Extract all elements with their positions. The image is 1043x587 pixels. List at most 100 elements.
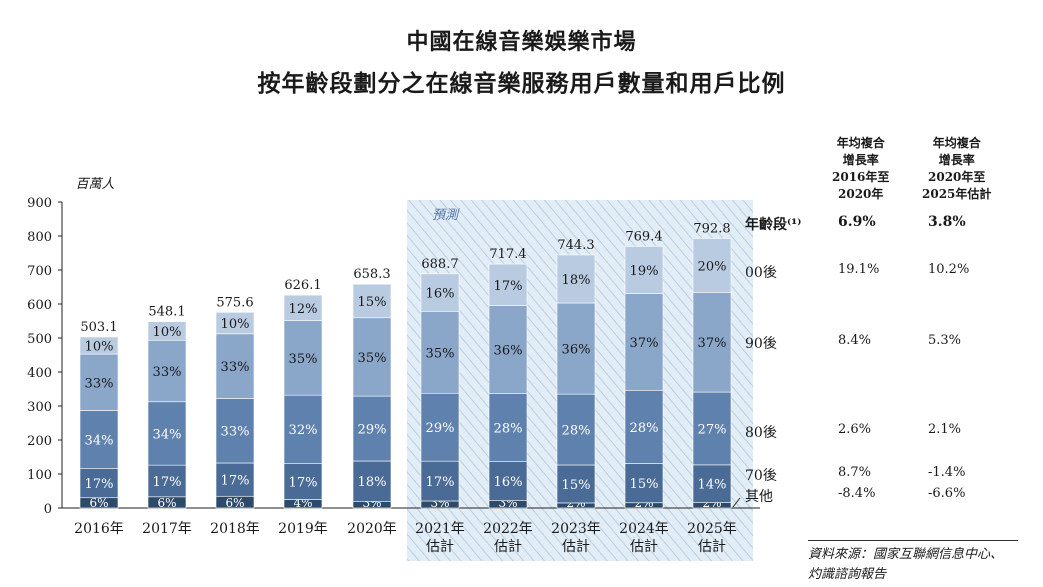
data-label: 29% — [426, 421, 455, 436]
data-label: 14% — [698, 478, 727, 493]
y-axis-unit: 百萬人 — [75, 177, 114, 192]
x-tick-label: 2019年 — [278, 521, 328, 537]
data-label: 12% — [289, 302, 318, 317]
bar-segment-90後 — [79, 353, 119, 411]
x-tick-label: 估計 — [562, 539, 590, 555]
data-label: 27% — [698, 422, 727, 437]
data-label: 34% — [153, 427, 182, 442]
bar-segment-90後 — [420, 311, 460, 394]
data-label: 15% — [358, 295, 387, 310]
cagr-total-2016-2020: 6.9% — [838, 214, 876, 230]
bar-total-label: 503.1 — [80, 320, 117, 335]
data-label: 35% — [426, 346, 455, 361]
bar-segment-00後 — [420, 273, 460, 312]
y-tick-label: 300 — [27, 400, 52, 415]
y-tick-label: 900 — [27, 196, 52, 211]
x-tick-label: 2016年 — [74, 521, 124, 537]
bar-segment-70後 — [283, 462, 323, 500]
x-tick-label: 2022年 — [483, 521, 533, 537]
bar-segment-80後 — [420, 392, 460, 462]
y-tick-label: 700 — [27, 264, 52, 279]
data-label: 28% — [562, 424, 591, 439]
chart-title-line2: 按年齡段劃分之在線音樂服務用戶數量和用戶比例 — [257, 70, 786, 97]
segment-label-70後: 70後 — [745, 468, 777, 484]
bar-segment-90後 — [283, 320, 323, 396]
cagr-2016-2020-90後: 8.4% — [838, 333, 872, 348]
bar-total-label: 744.3 — [557, 238, 594, 253]
bar-segment-80後 — [624, 389, 664, 464]
bar-segment-70後 — [79, 468, 119, 499]
data-label: 10% — [85, 339, 114, 354]
data-label: 17% — [221, 474, 250, 489]
cagr-2020-2025-90後: 5.3% — [928, 333, 962, 348]
bar-segment-90後 — [488, 305, 528, 394]
bar-total-label: 548.1 — [148, 305, 185, 320]
bar-total-label: 658.3 — [353, 267, 390, 282]
bar-segment-00後 — [147, 321, 187, 341]
bar-segment-80後 — [215, 398, 255, 464]
y-tick-label: 0 — [44, 502, 52, 517]
source-text: 資料來源：國家互聯網信息中心、 灼識諮詢報告 — [808, 547, 1004, 582]
bar-segment-90後 — [692, 292, 732, 393]
bar-segment-80後 — [488, 393, 528, 462]
cagr-2016-2020-00後: 19.1% — [838, 262, 880, 277]
x-tick-label: 估計 — [426, 539, 454, 555]
data-label: 15% — [630, 477, 659, 492]
bar-total-label: 626.1 — [284, 278, 321, 293]
bar-segment-00後 — [488, 263, 528, 306]
data-label: 32% — [289, 423, 318, 438]
data-label-others: 6% — [89, 496, 108, 510]
data-label: 28% — [494, 422, 523, 437]
cagr-2016-2020-80後: 2.6% — [838, 422, 872, 437]
bar-segment-90後 — [556, 302, 596, 395]
bar-segment-90後 — [352, 317, 392, 397]
data-label: 17% — [494, 279, 523, 294]
bar-segment-90後 — [215, 333, 255, 399]
bar-segment-90後 — [147, 339, 187, 403]
data-label: 10% — [153, 325, 182, 340]
chart-title-line1: 中國在線音樂娛樂市場 — [406, 29, 637, 55]
forecast-label: 預測 — [432, 208, 460, 223]
cagr-2016-2020-70後: 8.7% — [838, 465, 872, 480]
bar-segment-80後 — [79, 410, 119, 469]
bar-segment-70後 — [624, 463, 664, 504]
cagr-header-2016-2020: 年均複合 增長率 2016年至 2020年 — [832, 136, 890, 201]
data-label-others: 6% — [157, 496, 176, 510]
data-label: 36% — [562, 343, 591, 358]
y-tick-label: 400 — [27, 366, 52, 381]
y-tick-label: 100 — [27, 468, 52, 483]
cagr-2020-2025-80後: 2.1% — [928, 422, 962, 437]
data-label: 35% — [358, 351, 387, 366]
cagr-2020-2025-70後: -1.4% — [928, 465, 966, 480]
bar-total-label: 717.4 — [489, 247, 526, 262]
bar-total-label: 575.6 — [216, 295, 253, 310]
cagr-2020-2025-其他: -6.6% — [928, 486, 966, 501]
data-label: 35% — [289, 352, 318, 367]
segment-label-80後: 80後 — [745, 425, 777, 441]
x-tick-label: 2025年 — [687, 521, 737, 537]
data-label: 20% — [698, 259, 727, 274]
segment-label-其他: 其他 — [745, 489, 773, 505]
x-tick-label: 2021年 — [415, 521, 465, 537]
data-label: 29% — [358, 423, 387, 438]
data-label-others: 6% — [225, 496, 244, 510]
bar-total-label: 792.8 — [693, 221, 730, 236]
source-note: 資料來源：國家互聯網信息中心、 灼識諮詢報告 — [808, 540, 1018, 585]
data-label: 37% — [630, 336, 659, 351]
x-tick-label: 2020年 — [347, 521, 397, 537]
x-tick-label: 2017年 — [142, 521, 192, 537]
cagr-header-2020-2025: 年均複合 增長率 2020年至 2025年估計 — [922, 136, 992, 201]
y-tick-label: 500 — [27, 332, 52, 347]
y-tick-label: 800 — [27, 230, 52, 245]
data-label: 18% — [562, 273, 591, 288]
bar-segment-80後 — [352, 395, 392, 462]
segment-label-90後: 90後 — [745, 336, 777, 352]
x-tick-label: 估計 — [630, 539, 658, 555]
cagr-2016-2020-其他: -8.4% — [838, 486, 876, 501]
data-label: 34% — [85, 434, 114, 449]
bar-segment-80後 — [147, 401, 187, 466]
data-label: 16% — [426, 287, 455, 302]
x-tick-label: 估計 — [494, 539, 522, 555]
bar-segment-70後 — [488, 461, 528, 501]
bar-segment-70後 — [556, 464, 596, 504]
